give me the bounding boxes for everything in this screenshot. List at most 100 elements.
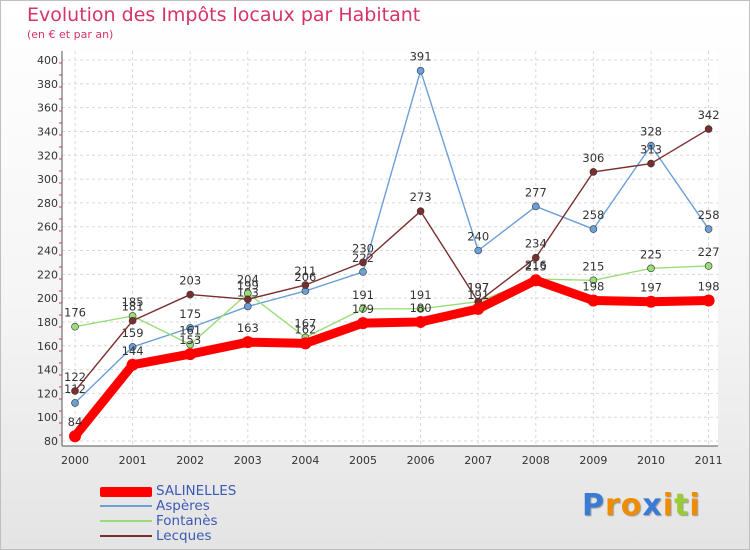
x-tick-label: 2004 [291, 454, 319, 467]
x-tick-label: 2006 [407, 454, 435, 467]
data-point [186, 324, 194, 332]
legend-label-fontanes: Fontanès [156, 513, 218, 529]
legend-label-asperes: Aspères [156, 498, 210, 514]
data-label: 197 [467, 281, 489, 295]
y-tick-label: 280 [37, 197, 58, 210]
data-point [359, 268, 367, 276]
series-line-fontanès [74, 265, 710, 346]
legend: SALINELLES Aspères Fontanès Lecques [100, 484, 300, 544]
data-point [647, 264, 655, 273]
data-point [128, 316, 137, 325]
brand-letter: P [582, 488, 605, 523]
brand-letter: t [674, 488, 690, 523]
y-tick-label: 360 [37, 102, 58, 115]
y-tick-label: 380 [37, 78, 58, 91]
data-point [299, 337, 312, 350]
series-line-aspères [74, 70, 710, 404]
data-label: 227 [698, 245, 720, 259]
data-label: 203 [179, 274, 201, 288]
data-label: 234 [525, 237, 547, 251]
data-label: 258 [582, 208, 604, 222]
data-label: 191 [410, 288, 432, 302]
data-label: 84 [68, 415, 83, 429]
data-label: 328 [640, 125, 662, 139]
data-label: 273 [410, 190, 432, 204]
data-point [589, 276, 598, 285]
data-point [414, 315, 427, 328]
y-tick-label: 80 [44, 435, 58, 448]
legend-item-asperes: Aspères [100, 499, 300, 514]
data-label: 163 [237, 321, 259, 335]
data-label: 258 [698, 208, 720, 222]
data-point [474, 246, 483, 255]
y-tick-label: 300 [37, 173, 58, 186]
x-tick-label: 2000 [61, 454, 89, 467]
chart-title: Evolution des Impôts locaux par Habitant [27, 4, 421, 26]
y-tick-label: 160 [37, 340, 58, 353]
data-label: 215 [525, 259, 547, 273]
data-label: 222 [352, 251, 374, 265]
y-tick-label: 200 [37, 292, 58, 305]
data-point [126, 358, 139, 371]
x-tick-label: 2002 [176, 454, 204, 467]
data-point [186, 290, 194, 299]
x-tick-label: 2001 [119, 454, 147, 467]
data-point [71, 399, 79, 407]
data-label: 204 [237, 272, 259, 286]
y-tick-label: 260 [37, 221, 58, 234]
data-point [359, 305, 367, 313]
data-label: 161 [179, 324, 201, 338]
data-label: 153 [179, 333, 201, 347]
legend-label-salinelles: SALINELLES [156, 483, 237, 499]
data-point [357, 317, 369, 330]
y-tick-label: 120 [37, 387, 58, 400]
data-point [647, 141, 655, 150]
data-label: 198 [582, 280, 604, 294]
y-tick-label: 400 [37, 54, 58, 67]
brand-letter: o [620, 488, 643, 523]
plot-area [62, 51, 718, 446]
data-point [71, 387, 79, 395]
data-label: 277 [525, 185, 547, 199]
data-point [647, 159, 655, 168]
x-tick-label: 2005 [349, 454, 377, 467]
x-tick-label: 2010 [637, 454, 665, 467]
data-label: 180 [410, 301, 432, 315]
data-point [472, 302, 485, 315]
brand-letter: r [605, 488, 621, 523]
data-label: 162 [294, 322, 316, 336]
data-point [244, 302, 252, 311]
legend-item-fontanes: Fontanès [100, 514, 300, 529]
y-tick-label: 240 [37, 245, 58, 258]
y-tick-label: 320 [37, 149, 58, 162]
data-label: 191 [352, 288, 374, 302]
brand-letter: x [642, 488, 663, 523]
y-tick-label: 220 [37, 268, 58, 281]
data-label: 144 [122, 344, 144, 358]
legend-swatch-lecques [100, 535, 152, 537]
data-label: 191 [467, 288, 489, 302]
data-point [416, 207, 425, 216]
data-point [702, 294, 715, 307]
x-tick-label: 2003 [234, 454, 262, 467]
brand-logo: Proxiti [582, 488, 701, 523]
data-point [71, 322, 79, 331]
data-label: 159 [122, 326, 144, 340]
data-point [241, 336, 254, 349]
series-line-lecques [74, 128, 710, 392]
data-point [416, 305, 425, 313]
legend-item-salinelles: SALINELLES [100, 484, 300, 499]
data-label: 197 [467, 281, 489, 295]
legend-swatch-fontanes [100, 520, 152, 522]
data-point [531, 253, 540, 262]
data-point [529, 274, 542, 287]
data-label: 167 [294, 316, 316, 330]
y-tick-label: 140 [37, 364, 58, 377]
x-tick-label: 2011 [695, 454, 723, 467]
data-label: 197 [640, 281, 662, 295]
data-point [244, 295, 252, 304]
data-label: 391 [410, 50, 432, 64]
data-label: 342 [698, 108, 720, 122]
x-tick-label: 2007 [464, 454, 492, 467]
